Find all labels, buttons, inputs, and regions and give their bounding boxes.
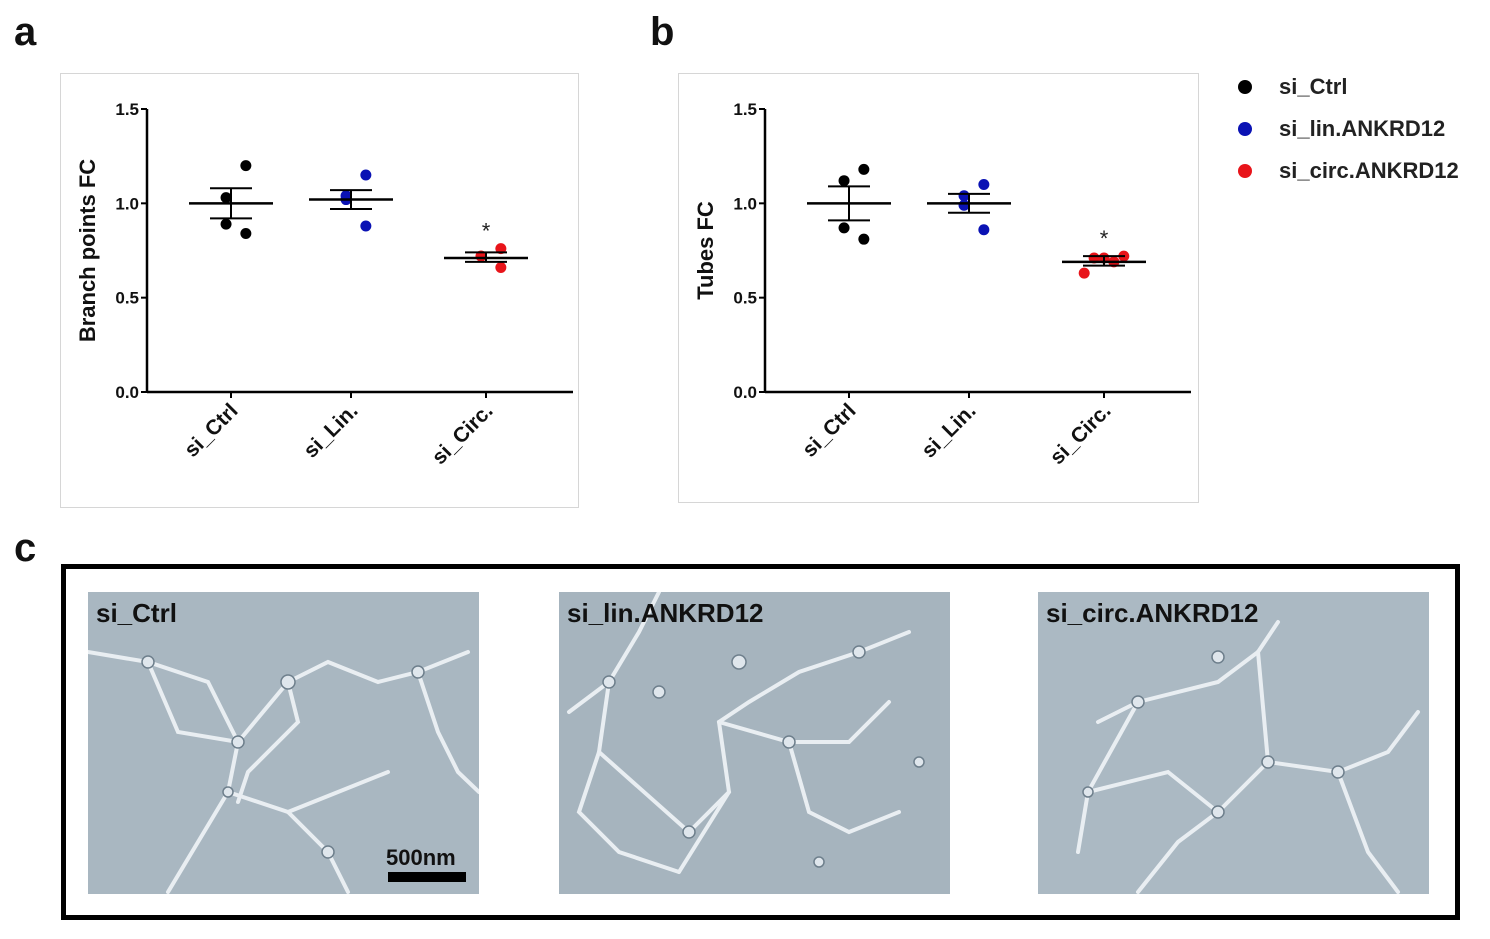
micrograph-image (88, 592, 479, 894)
legend-item-si-ctrl: si_Ctrl (1238, 66, 1459, 108)
data-point (220, 192, 232, 204)
panel-letter-b: b (650, 10, 675, 54)
data-point (1078, 267, 1090, 279)
micrograph-si-ctrl: si_Ctrl 500nm (88, 592, 479, 894)
data-point (240, 160, 252, 172)
x-tick-label: si_Ctrl (180, 399, 242, 461)
y-tick-label: 0.0 (115, 383, 139, 402)
y-tick-label: 0.5 (733, 289, 757, 308)
y-tick-label: 1.5 (115, 100, 139, 119)
x-tick-label: si_Circ. (1046, 399, 1116, 469)
chart-tubes: 0.0 0.5 1.0 1.5 Tubes FC si_Ctrl si_Lin. si_Cir… (693, 100, 1191, 469)
legend-label: si_lin.ANKRD12 (1279, 116, 1446, 141)
data-point (858, 163, 870, 175)
chart-a-frame: 0.0 0.5 1.0 1.5 Branch points FC si_Ctrl si_Li… (60, 73, 579, 508)
y-tick-label: 0.5 (115, 289, 139, 308)
panel-letter-c: c (14, 526, 37, 570)
data-point (838, 222, 850, 234)
legend-label: si_circ.ANKRD12 (1279, 158, 1459, 183)
legend-marker (1238, 164, 1252, 178)
data-point (858, 233, 870, 245)
legend: si_Ctrl si_lin.ANKRD12 si_circ.ANKRD12 (1238, 66, 1459, 192)
y-tick-label: 1.0 (115, 194, 139, 213)
significance-marker: * (1100, 226, 1109, 251)
micrograph-si-circ: si_circ.ANKRD12 (1038, 592, 1429, 894)
data-point (958, 190, 970, 202)
y-tick-label: 1.0 (733, 194, 757, 213)
legend-label: si_Ctrl (1279, 74, 1348, 99)
data-point (240, 228, 252, 240)
x-tick-label: si_Circ. (428, 399, 498, 469)
micrograph-label: si_Ctrl (96, 598, 177, 628)
scale-bar (388, 872, 466, 882)
data-point (360, 169, 372, 181)
legend-marker (1238, 122, 1252, 136)
data-point (220, 218, 232, 230)
data-point (495, 261, 507, 273)
chart-b-frame: 0.0 0.5 1.0 1.5 Tubes FC si_Ctrl si_Lin. si_Cir… (678, 73, 1199, 503)
data-point (360, 220, 372, 232)
micrograph-image (1038, 592, 1429, 894)
micrograph-image (559, 592, 950, 894)
data-point (978, 224, 990, 236)
data-point (978, 178, 990, 190)
y-tick-label: 0.0 (733, 383, 757, 402)
micrograph-label: si_circ.ANKRD12 (1046, 598, 1259, 628)
significance-marker: * (482, 219, 491, 244)
y-axis-label: Branch points FC (75, 159, 100, 342)
legend-marker (1238, 80, 1252, 94)
x-tick-label: si_Ctrl (798, 399, 860, 461)
panel-letter-a: a (14, 10, 37, 54)
x-tick-label: si_Lin. (917, 399, 980, 462)
legend-item-si-circ: si_circ.ANKRD12 (1238, 150, 1459, 192)
data-point (495, 243, 507, 255)
micrograph-si-lin: si_lin.ANKRD12 (559, 592, 950, 894)
legend-item-si-lin: si_lin.ANKRD12 (1238, 108, 1459, 150)
y-axis-label: Tubes FC (693, 201, 718, 300)
x-tick-label: si_Lin. (299, 399, 362, 462)
y-tick-label: 1.5 (733, 100, 757, 119)
micrograph-label: si_lin.ANKRD12 (567, 598, 764, 628)
chart-branch-points: 0.0 0.5 1.0 1.5 Branch points FC si_Ctrl si_Li… (75, 100, 573, 469)
scale-bar-label: 500nm (386, 845, 456, 870)
data-point (958, 199, 970, 211)
data-point (838, 175, 850, 187)
